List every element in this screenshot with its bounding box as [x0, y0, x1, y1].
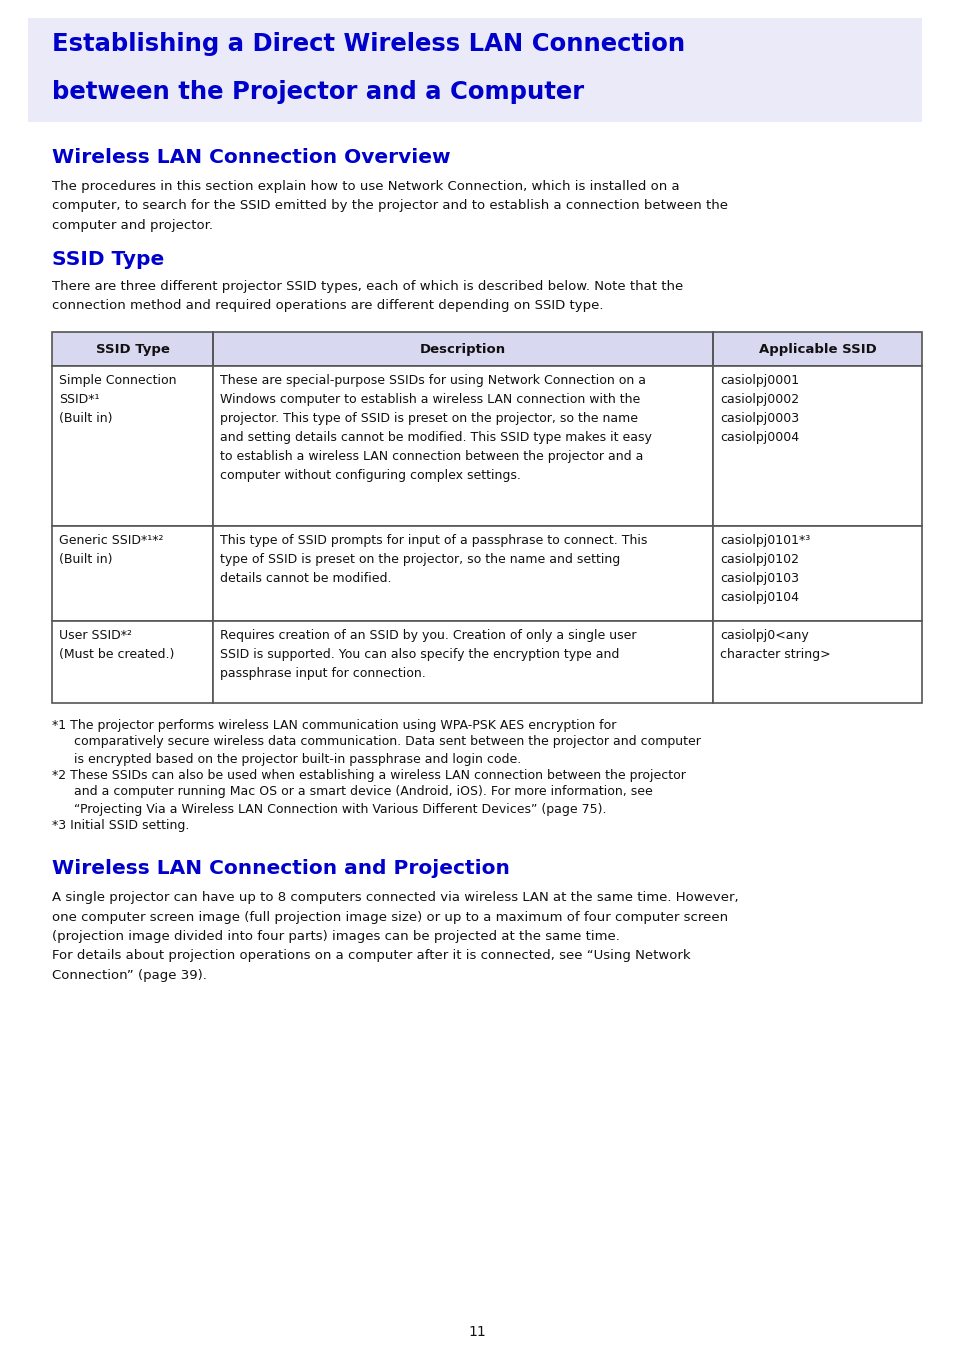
Bar [713, 621, 921, 703]
Text: Applicable SSID: Applicable SSID [758, 342, 876, 356]
Text: casiolpj0<any
character string>: casiolpj0<any character string> [720, 629, 830, 661]
Text: SSID Type: SSID Type [95, 342, 170, 356]
Bar [52, 333, 921, 366]
Text: casiolpj0001
casiolpj0002
casiolpj0003
casiolpj0004: casiolpj0001 casiolpj0002 casiolpj0003 c… [720, 375, 799, 443]
Text: A single projector can have up to 8 computers connected via wireless LAN at the : A single projector can have up to 8 comp… [52, 891, 738, 982]
Text: Generic SSID*¹*²
(Built in): Generic SSID*¹*² (Built in) [59, 534, 163, 566]
Bar [713, 366, 921, 526]
Bar [52, 366, 213, 526]
Bar [52, 621, 213, 703]
Bar [28, 18, 921, 122]
Bar [52, 526, 213, 621]
Text: These are special-purpose SSIDs for using Network Connection on a
Windows comput: These are special-purpose SSIDs for usin… [220, 375, 651, 483]
Text: Simple Connection
SSID*¹
(Built in): Simple Connection SSID*¹ (Built in) [59, 375, 176, 425]
Text: casiolpj0101*³
casiolpj0102
casiolpj0103
casiolpj0104: casiolpj0101*³ casiolpj0102 casiolpj0103… [720, 534, 810, 604]
Text: *2 These SSIDs can also be used when establishing a wireless LAN connection betw: *2 These SSIDs can also be used when est… [52, 769, 685, 781]
Text: 11: 11 [468, 1325, 485, 1338]
Bar [52, 333, 213, 366]
Text: Wireless LAN Connection Overview: Wireless LAN Connection Overview [52, 147, 450, 168]
Text: Requires creation of an SSID by you. Creation of only a single user
SSID is supp: Requires creation of an SSID by you. Cre… [220, 629, 636, 680]
Text: comparatively secure wireless data communication. Data sent between the projecto: comparatively secure wireless data commu… [74, 735, 700, 767]
Text: Establishing a Direct Wireless LAN Connection: Establishing a Direct Wireless LAN Conne… [52, 32, 684, 55]
Bar [213, 333, 713, 366]
Bar [213, 526, 713, 621]
Text: Description: Description [419, 342, 506, 356]
Bar [213, 621, 713, 703]
Text: There are three different projector SSID types, each of which is described below: There are three different projector SSID… [52, 280, 682, 312]
Text: User SSID*²
(Must be created.): User SSID*² (Must be created.) [59, 629, 174, 661]
Text: This type of SSID prompts for input of a passphrase to connect. This
type of SSI: This type of SSID prompts for input of a… [220, 534, 647, 585]
Text: between the Projector and a Computer: between the Projector and a Computer [52, 80, 583, 104]
Text: and a computer running Mac OS or a smart device (Android, iOS). For more informa: and a computer running Mac OS or a smart… [74, 786, 652, 817]
Text: SSID Type: SSID Type [52, 250, 164, 269]
Text: *3 Initial SSID setting.: *3 Initial SSID setting. [52, 819, 190, 831]
Bar [713, 333, 921, 366]
Bar [213, 366, 713, 526]
Text: Wireless LAN Connection and Projection: Wireless LAN Connection and Projection [52, 859, 509, 877]
Text: The procedures in this section explain how to use Network Connection, which is i: The procedures in this section explain h… [52, 180, 727, 233]
Text: *1 The projector performs wireless LAN communication using WPA-PSK AES encryptio: *1 The projector performs wireless LAN c… [52, 719, 616, 731]
Bar [713, 526, 921, 621]
